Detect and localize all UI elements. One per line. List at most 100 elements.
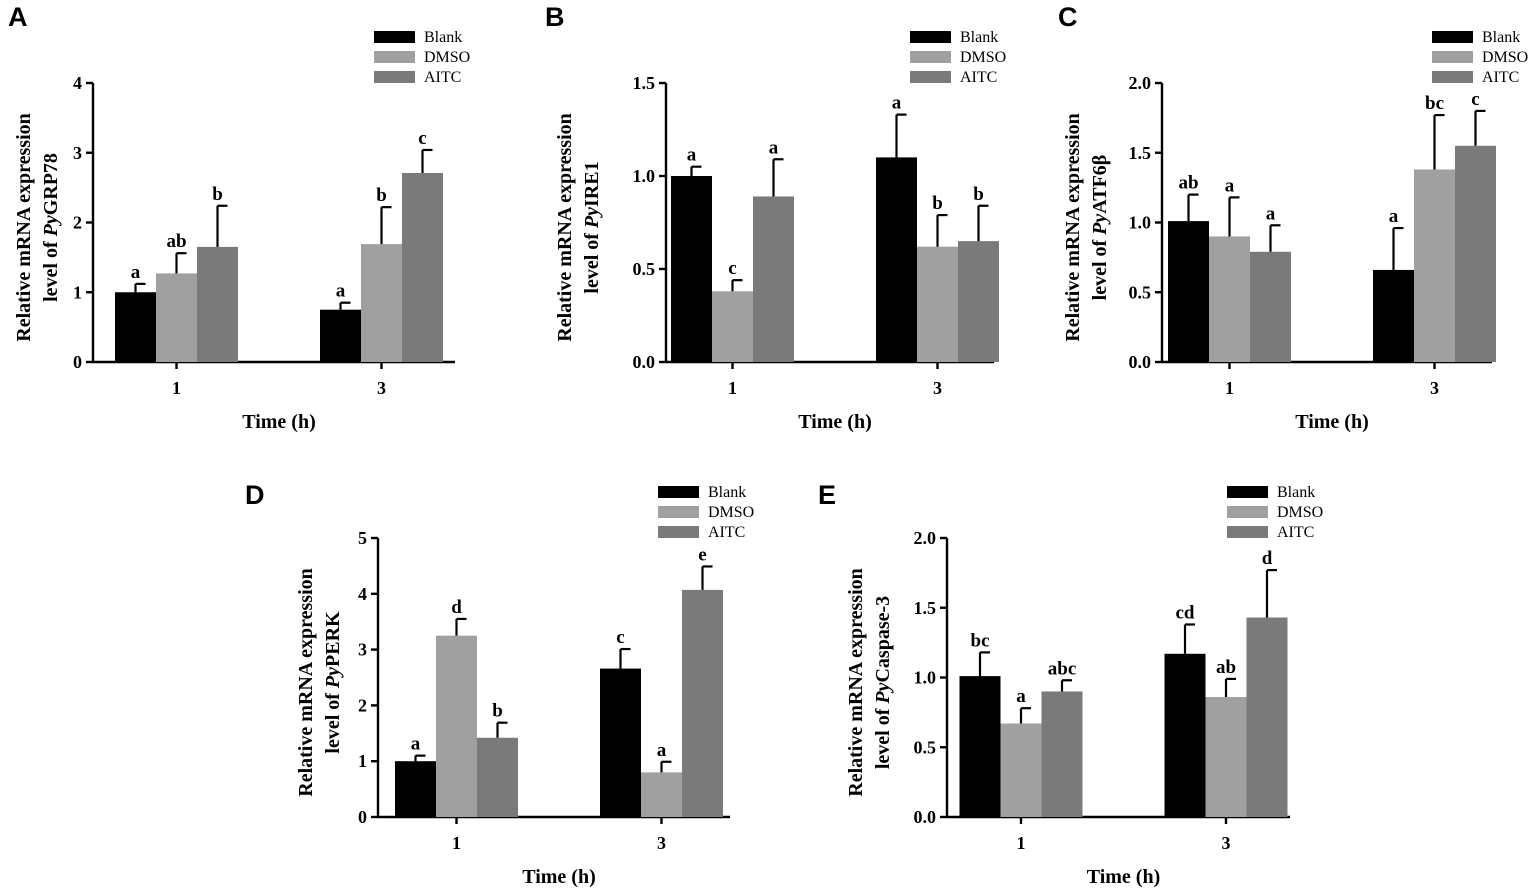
panel-d-legend-swatch-dmso: [658, 506, 699, 518]
panel-c-legend-swatch-aitc: [1432, 71, 1473, 83]
panel-b-y-axis-title-italic: Py: [581, 207, 603, 229]
panel-e-plot: 0.0 0.5 1.0 1.5 2.0 1 bc a abc 3 cd ab d Time (h) Rela…: [845, 484, 1323, 888]
panel-d-y-axis-title-line2: level of: [322, 688, 344, 754]
panel-d-bar-dmso-3: [641, 772, 682, 817]
panel-a-x-axis-title: Time (h): [242, 411, 316, 433]
panel-b-plot: 0.0 0.5 1.0 1.5 1 a c a 3 a b b Time (h) Relative mRN…: [554, 29, 1006, 433]
panel-a-y-tick-label: 0: [73, 352, 82, 372]
panel-c-y-tick-label: 2.0: [1129, 73, 1152, 93]
panel-c-significance-label: a: [1225, 175, 1235, 196]
panel-b-significance-label: a: [769, 137, 779, 158]
panel-d-significance-label: c: [616, 627, 624, 648]
panel-b-x-tick-label: 3: [933, 378, 942, 398]
panel-a-y-tick-label: 4: [73, 73, 82, 93]
panel-b-x-tick-label: 1: [728, 378, 737, 398]
panel-e-y-axis-title-suffix: Caspase-3: [872, 596, 894, 683]
panel-e-significance-label: a: [1016, 686, 1026, 707]
panel-b-y-axis-title-line2: level of: [581, 228, 603, 294]
panel-e-y-axis-title-italic: Py: [872, 682, 894, 704]
panel-c-bar-aitc-3: [1455, 145, 1496, 362]
panel-c-bar-blank-3: [1373, 269, 1414, 362]
panel-c-y-axis-title-line2: level of: [1089, 235, 1111, 301]
panel-e-y-axis-title-line2: level of: [872, 704, 894, 770]
panel-b-legend-swatch-aitc: [910, 71, 951, 83]
panel-c-bar-aitc-1: [1250, 251, 1291, 362]
panel-a-y-tick-label: 2: [73, 213, 82, 233]
panel-a-x-tick-label: 3: [377, 378, 386, 398]
panel-c-bar-dmso-1: [1209, 236, 1250, 362]
panel-e-legend-label-blank: Blank: [1277, 484, 1315, 501]
panel-d-bar-dmso-1: [436, 635, 477, 817]
panel-d-y-axis-title-suffix: PERK: [322, 611, 344, 667]
panel-a-legend-swatch-aitc: [374, 71, 415, 83]
panel-b-y-axis-title-line1: Relative mRNA expression: [554, 113, 576, 342]
panel-a-legend-label-dmso: DMSO: [424, 49, 470, 66]
panel-b-significance-label: a: [687, 145, 697, 166]
panel-e: E 0.0 0.5 1.0 1.5 2.0 1 bc a abc 3 cd ab d Time (h) Re…: [818, 480, 1323, 888]
panel-a-significance-label: ab: [166, 231, 186, 252]
panel-d-y-tick-label: 1: [358, 751, 367, 771]
panel-b-legend-label-blank: Blank: [960, 29, 998, 46]
panel-b-y-tick-label: 0.0: [633, 352, 656, 372]
panel-a-y-axis-title-italic: Py: [40, 215, 62, 237]
panel-a-legend-swatch-blank: [374, 31, 415, 43]
panel-d: D 0 1 2 3 4 5 1 a d b 3 c a e Time (h) Relative mRNA ex…: [245, 480, 754, 888]
panel-b-y-tick-label: 0.5: [633, 259, 656, 279]
panel-letter-e: E: [818, 480, 836, 510]
panel-b-bar-dmso-1: [712, 291, 753, 362]
panel-d-y-axis-title-line1: Relative mRNA expression: [295, 568, 317, 797]
panel-b-bar-blank-3: [876, 157, 917, 362]
panel-d-significance-label: b: [492, 701, 503, 722]
panel-b-legend-label-dmso: DMSO: [960, 49, 1006, 66]
panel-d-bar-blank-3: [600, 668, 641, 817]
panel-d-legend-swatch-blank: [658, 486, 699, 498]
panel-e-legend-swatch-dmso: [1227, 506, 1268, 518]
panel-c-y-axis-title: Relative mRNA expression level of PyATF6β: [1062, 113, 1111, 342]
panel-d-bar-aitc-3: [682, 589, 723, 817]
panel-d-y-tick-label: 3: [358, 640, 367, 660]
panel-d-y-tick-label: 2: [358, 695, 367, 715]
panel-letter-b: B: [545, 2, 565, 32]
panel-a-y-axis-title-line2: level of: [40, 236, 62, 302]
panel-e-bar-blank-1: [959, 676, 1001, 817]
panel-e-significance-label: cd: [1176, 602, 1195, 623]
panel-e-bar-dmso-3: [1205, 697, 1247, 817]
panel-c-legend-label-dmso: DMSO: [1482, 49, 1528, 66]
panel-d-bar-aitc-1: [477, 737, 518, 817]
panel-a-significance-label: c: [418, 128, 426, 149]
panel-a-y-tick-label: 1: [73, 282, 82, 302]
panel-d-y-tick-label: 0: [358, 807, 367, 827]
panel-a-significance-label: a: [336, 281, 346, 302]
panel-b-y-tick-label: 1.5: [633, 73, 656, 93]
panel-e-y-axis-title-line1: Relative mRNA expression: [845, 568, 867, 797]
panel-b-legend-label-aitc: AITC: [960, 69, 997, 86]
panel-c-y-tick-label: 1.5: [1129, 143, 1152, 163]
panel-c-significance-label: a: [1266, 203, 1276, 224]
panel-c-x-axis-title: Time (h): [1295, 411, 1369, 433]
panel-c-x-tick-label: 3: [1430, 378, 1439, 398]
panel-a-y-tick-label: 3: [73, 143, 82, 163]
panel-d-x-tick-label: 3: [657, 833, 666, 853]
panel-c-y-axis-title-italic: Py: [1089, 214, 1111, 236]
panel-d-x-tick-label: 1: [452, 833, 461, 853]
panel-letter-c: C: [1058, 2, 1078, 32]
panel-a-y-axis-title: Relative mRNA expression level of PyGRP78: [13, 113, 62, 342]
panel-e-y-tick-label: 0.5: [914, 737, 937, 757]
panel-a-significance-label: b: [376, 185, 387, 206]
panel-a-y-axis-title-suffix: GRP78: [40, 153, 62, 215]
panel-d-bar-blank-1: [395, 761, 436, 817]
panel-b-significance-label: b: [973, 184, 984, 205]
panel-c-legend-label-aitc: AITC: [1482, 69, 1519, 86]
panel-a-legend-label-aitc: AITC: [424, 69, 461, 86]
panel-e-significance-label: d: [1262, 548, 1273, 569]
panel-d-significance-label: a: [657, 740, 667, 761]
panel-c-significance-label: ab: [1178, 173, 1198, 194]
panel-e-x-tick-label: 1: [1017, 833, 1026, 853]
panel-a-x-tick-label: 1: [172, 378, 181, 398]
panel-e-legend-label-dmso: DMSO: [1277, 504, 1323, 521]
panel-e-significance-label: abc: [1048, 658, 1077, 679]
panel-b-legend-swatch-dmso: [910, 51, 951, 63]
panel-e-x-tick-label: 3: [1222, 833, 1231, 853]
